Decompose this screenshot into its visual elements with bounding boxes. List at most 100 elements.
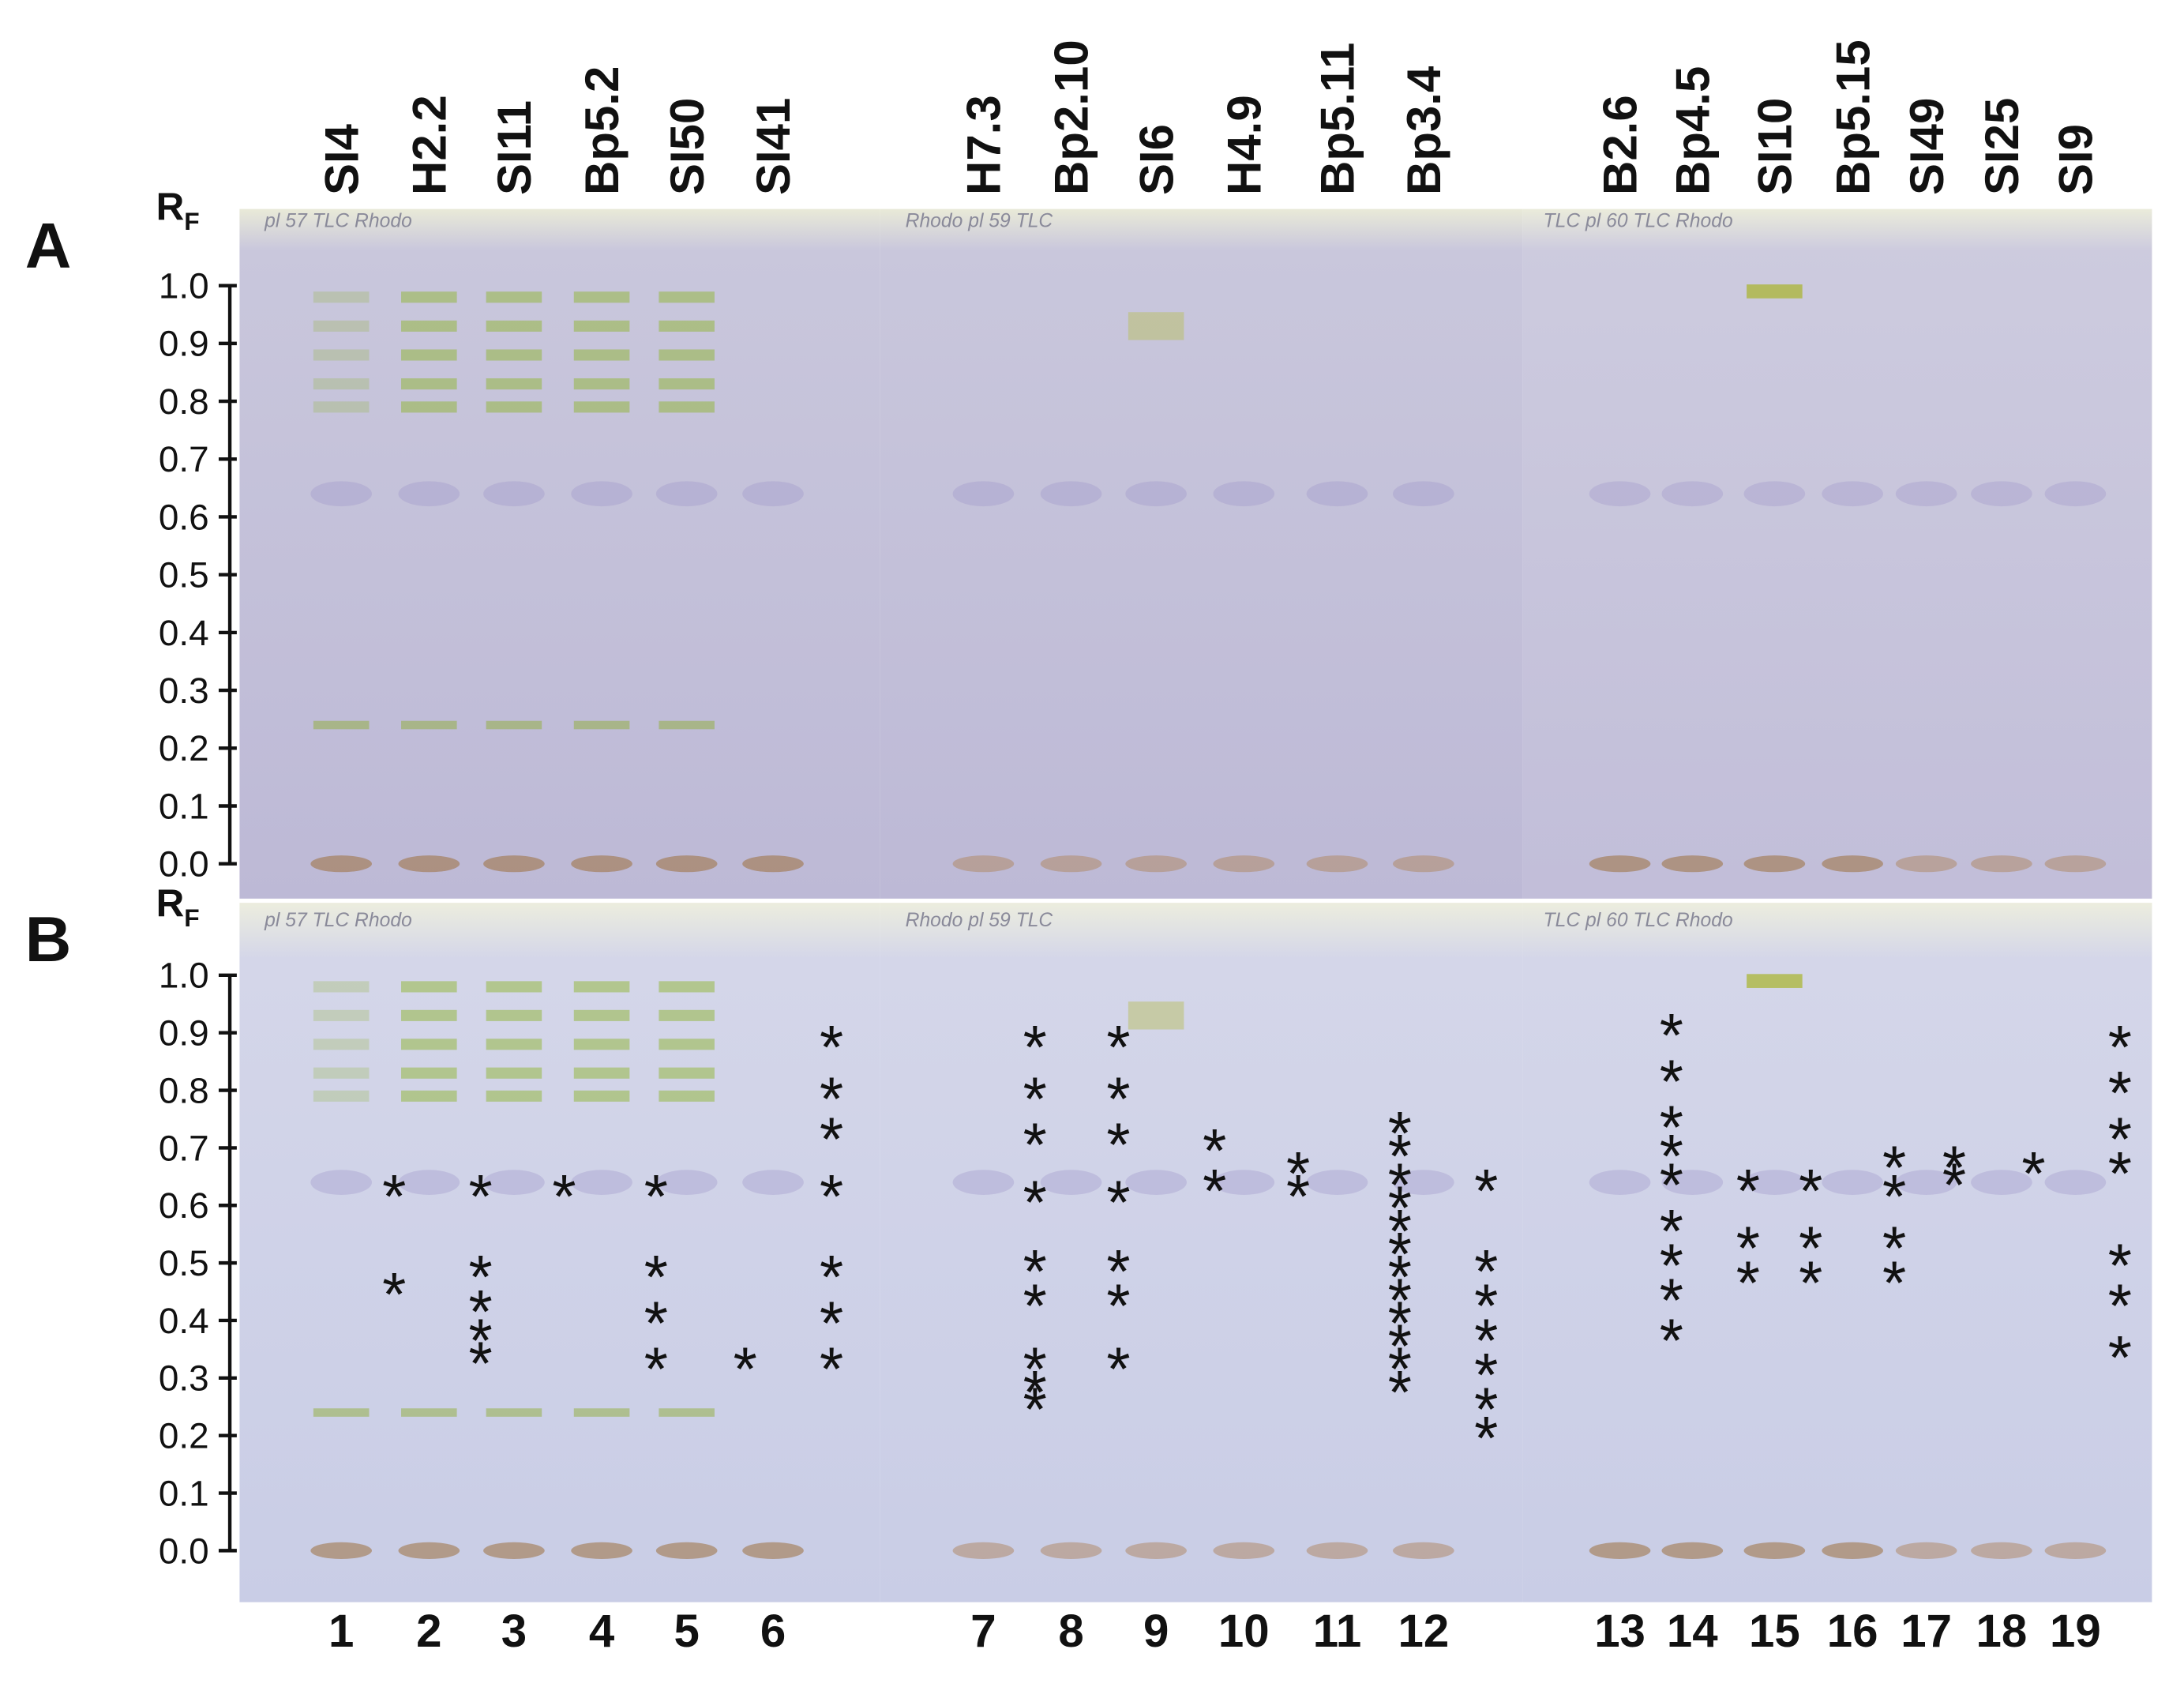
asterisk: * bbox=[1736, 1249, 1760, 1317]
origin-spot bbox=[1589, 1542, 1651, 1559]
lane-name: H4.9 bbox=[1218, 95, 1270, 195]
asterisk: * bbox=[1388, 1197, 1412, 1265]
stain bbox=[1306, 1170, 1368, 1195]
asterisk: * bbox=[644, 1163, 668, 1231]
tick-label: 0.4 bbox=[159, 1300, 209, 1341]
stain bbox=[1306, 481, 1368, 507]
origin-spot bbox=[1661, 1542, 1724, 1559]
pigment-band bbox=[659, 1408, 715, 1417]
asterisk: * bbox=[644, 1336, 668, 1403]
asterisk: * bbox=[382, 1261, 406, 1329]
origin-spot bbox=[1393, 1542, 1454, 1559]
origin-spot bbox=[483, 1542, 545, 1559]
lane-name: SI9 bbox=[2050, 124, 2103, 195]
origin-spot bbox=[310, 855, 372, 873]
pigment-band bbox=[401, 378, 457, 390]
lane-name: SI41 bbox=[747, 98, 800, 195]
stain bbox=[1661, 1170, 1724, 1195]
asterisk: * bbox=[1882, 1215, 1906, 1283]
origin-spot bbox=[1971, 1542, 2032, 1559]
pigment-band bbox=[401, 720, 457, 730]
plate bbox=[1522, 208, 2152, 899]
pigment-band bbox=[486, 720, 542, 730]
lane-name: SI6 bbox=[1130, 124, 1183, 195]
origin-spot bbox=[1971, 855, 2032, 873]
pigment-band bbox=[1747, 974, 1803, 988]
asterisk: * bbox=[1023, 1376, 1047, 1444]
lane-name: Bp2.10 bbox=[1045, 39, 1098, 195]
stain bbox=[1822, 481, 1883, 507]
asterisk: * bbox=[2108, 1013, 2132, 1081]
origin-spot bbox=[655, 1542, 718, 1559]
origin-spot bbox=[742, 855, 804, 873]
lane-number: 6 bbox=[760, 1606, 786, 1657]
tick-label: 0.2 bbox=[159, 1415, 209, 1456]
lane-name: H2.2 bbox=[403, 95, 456, 195]
plate-note: pl 57 TLC Rhodo bbox=[264, 211, 412, 232]
origin-spot bbox=[1895, 855, 1957, 873]
stain bbox=[310, 481, 372, 507]
asterisk: * bbox=[1660, 1094, 1683, 1162]
pigment-band bbox=[401, 1067, 457, 1079]
pigment-band bbox=[401, 320, 457, 332]
plate-note: TLC pl 60 TLC Rhodo bbox=[1544, 910, 1733, 931]
stain bbox=[1822, 1170, 1883, 1195]
tick-label: 1.0 bbox=[159, 265, 209, 306]
stain bbox=[1895, 1170, 1957, 1195]
lane-number: 9 bbox=[1143, 1606, 1169, 1657]
origin-spot bbox=[483, 855, 545, 873]
asterisk: * bbox=[1023, 1013, 1047, 1081]
origin-spot bbox=[1822, 1542, 1883, 1559]
asterisk: * bbox=[2108, 1060, 2132, 1128]
pigment-band bbox=[659, 1009, 715, 1021]
asterisk: * bbox=[1660, 1048, 1683, 1116]
pigment-band bbox=[486, 291, 542, 303]
pigment-band bbox=[486, 378, 542, 390]
stain bbox=[1040, 1170, 1102, 1195]
lane-number: 16 bbox=[1827, 1606, 1878, 1657]
pigment-band bbox=[486, 1009, 542, 1021]
lane-name: SI10 bbox=[1749, 98, 1802, 195]
pigment-band bbox=[659, 291, 715, 303]
asterisk: * bbox=[1388, 1100, 1412, 1168]
asterisk: * bbox=[820, 1336, 843, 1403]
lane-name: Bp5.11 bbox=[1312, 43, 1364, 195]
plates-b bbox=[239, 903, 2152, 1602]
asterisk: * bbox=[1474, 1405, 1498, 1473]
asterisk: * bbox=[468, 1163, 492, 1231]
pigment-band bbox=[1128, 312, 1184, 340]
lane-number: 15 bbox=[1749, 1606, 1800, 1657]
lane-number: 12 bbox=[1398, 1606, 1449, 1657]
stain bbox=[1971, 481, 2032, 507]
asterisk: * bbox=[1388, 1267, 1412, 1335]
stain bbox=[483, 481, 545, 507]
stain bbox=[1393, 1170, 1454, 1195]
pigment-band bbox=[313, 320, 370, 332]
asterisk: * bbox=[1286, 1163, 1310, 1231]
asterisk: * bbox=[1203, 1157, 1226, 1225]
tick-label: 0.9 bbox=[159, 1012, 209, 1054]
asterisk: * bbox=[382, 1163, 406, 1231]
pigment-band bbox=[573, 1090, 630, 1102]
stain bbox=[1661, 481, 1724, 507]
lane-name: SI4 bbox=[315, 123, 368, 195]
asterisk: * bbox=[468, 1307, 492, 1375]
rf-sub: F bbox=[184, 207, 199, 235]
asterisk: * bbox=[1660, 1002, 1683, 1070]
lane-number: 18 bbox=[1976, 1606, 2028, 1657]
asterisk: * bbox=[1023, 1111, 1047, 1179]
pigment-band bbox=[313, 1039, 370, 1050]
pigment-band bbox=[313, 291, 370, 303]
pigment-band bbox=[486, 320, 542, 332]
pigment-band bbox=[659, 320, 715, 332]
origin-spot bbox=[1306, 855, 1368, 873]
stain bbox=[398, 481, 460, 507]
plate-note: TLC pl 60 TLC Rhodo bbox=[1544, 211, 1733, 232]
asterisk: * bbox=[2108, 1232, 2132, 1300]
asterisk: * bbox=[1023, 1358, 1047, 1426]
lane-number: 5 bbox=[674, 1606, 699, 1657]
origin-spot bbox=[1743, 1542, 1806, 1559]
annotations: pl 57 TLC Rhodo pl 57 TLC Rhodo Rhodo pl 5… bbox=[159, 39, 2132, 1657]
origin-spot bbox=[1040, 1542, 1102, 1559]
